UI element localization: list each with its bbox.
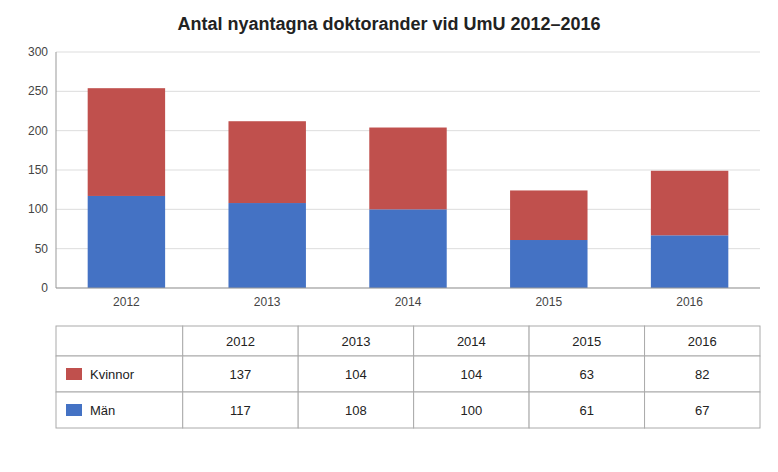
y-axis-line [56,52,57,288]
table-cell [56,356,183,392]
table-cell [183,392,298,428]
table-value: 67 [695,403,709,418]
table-value: 104 [345,367,367,382]
table-cell [529,326,644,356]
x-tick-label: 2013 [254,295,281,309]
x-tick-label: 2016 [676,295,703,309]
bar [510,240,587,288]
title: Antal nyantagna doktorander vid UmU 2012… [177,14,600,34]
table-header: 2015 [572,334,601,349]
table-cell [183,326,298,356]
chart-svg: Antal nyantagna doktorander vid UmU 2012… [0,0,778,472]
table-value: 137 [230,367,252,382]
table-cell [414,326,529,356]
grid [56,52,760,288]
table-cell [414,356,529,392]
legend-label: Män [90,403,115,418]
table-header: 2014 [457,334,486,349]
table-cell [298,326,413,356]
x-tick-label: 2015 [535,295,562,309]
table-cell [298,392,413,428]
legend-swatch [66,404,82,416]
table-cell [298,356,413,392]
chart-container: Antal nyantagna doktorander vid UmU 2012… [0,0,778,472]
y-tick-label: 250 [28,84,48,98]
table-cell [645,392,760,428]
bar [228,121,305,203]
y-tick-label: 0 [41,281,48,295]
table-cell [414,392,529,428]
bar [651,235,728,288]
table-value: 61 [580,403,594,418]
y-tick-label: 50 [35,242,49,256]
table-value: 104 [461,367,483,382]
table-cell [645,356,760,392]
table-cell [183,356,298,392]
y-tick-label: 100 [28,202,48,216]
table-value: 82 [695,367,709,382]
legend-label: Kvinnor [90,367,135,382]
grid-line [56,52,760,53]
bar [369,209,446,288]
table-cell [56,326,183,356]
legend-table: 2012 2013 2014 2015 2016 Kvinnor 137 104 104 63 82… [56,326,760,428]
bar [228,203,305,288]
y-tick-label: 150 [28,163,48,177]
y-tick-label: 200 [28,124,48,138]
legend-swatch [66,368,82,380]
bars [88,88,729,288]
x-tick-label: 2012 [113,295,140,309]
table-cell [529,392,644,428]
table-header: 2012 [226,334,255,349]
table-value: 117 [230,403,251,418]
grid-line [56,288,760,289]
table-header: 2016 [688,334,717,349]
bar [369,128,446,210]
y-tick-label: 300 [28,45,48,59]
table-cell [645,326,760,356]
bar [88,88,165,196]
table-value: 63 [580,367,594,382]
table-value: 100 [461,403,483,418]
table-cell [56,392,183,428]
x-axis-line [56,288,760,289]
bar [88,196,165,288]
x-tick-label: 2014 [395,295,422,309]
table-cell [529,356,644,392]
table-header: 2013 [341,334,370,349]
bar [651,171,728,236]
table-value: 108 [345,403,367,418]
bar [510,190,587,240]
